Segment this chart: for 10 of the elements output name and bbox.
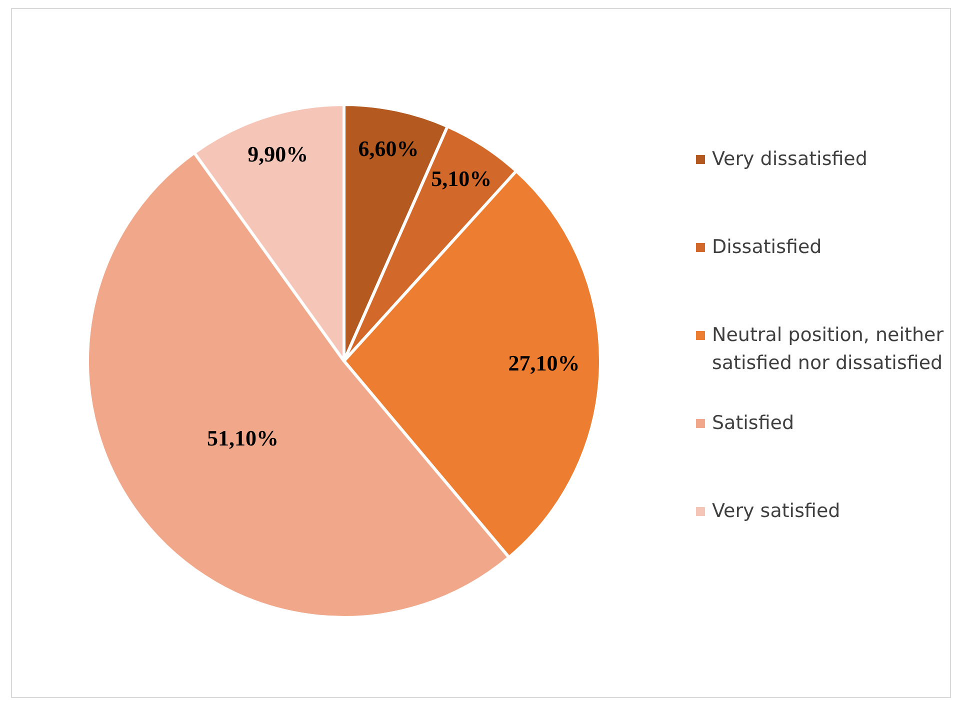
data-label: 27,10% <box>508 350 580 376</box>
legend-label: Satisfied <box>712 411 794 436</box>
legend-label: Neutral position, neither satisfied nor dissatisfied <box>712 323 945 376</box>
data-label: 9,90% <box>248 142 308 167</box>
legend-label: Very satisfied <box>712 499 840 524</box>
data-label: 6,60% <box>358 136 419 161</box>
data-label: 5,10% <box>431 166 492 191</box>
legend-label: Dissatisfied <box>712 235 822 260</box>
data-label: 51,10% <box>207 425 279 450</box>
legend-label: Very dissatisfied <box>712 147 868 172</box>
